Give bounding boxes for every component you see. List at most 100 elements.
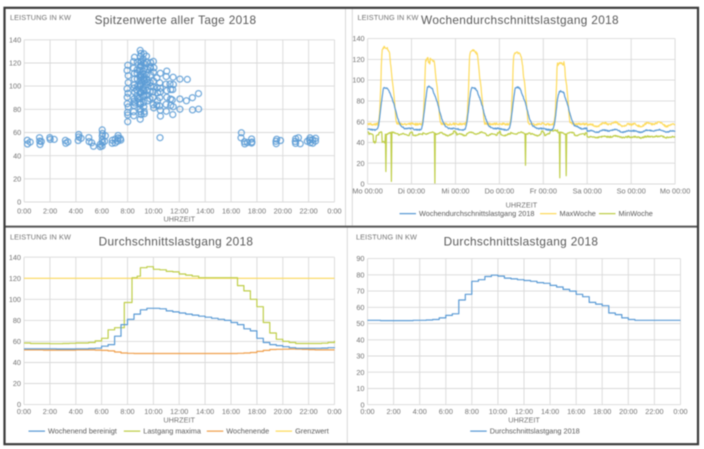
svg-text:18:00: 18:00 xyxy=(248,407,266,416)
svg-text:16:00: 16:00 xyxy=(567,407,585,416)
svg-text:UHRZEIT: UHRZEIT xyxy=(508,416,540,425)
svg-text:0:00: 0:00 xyxy=(327,407,341,416)
svg-text:20: 20 xyxy=(356,159,364,168)
svg-text:UHRZEIT: UHRZEIT xyxy=(163,416,195,425)
svg-text:60: 60 xyxy=(13,128,21,137)
svg-text:Mi 00:00: Mi 00:00 xyxy=(442,187,470,196)
svg-text:10:00: 10:00 xyxy=(489,407,507,416)
svg-text:Wochenende: Wochenende xyxy=(226,427,269,436)
svg-text:Wochendurchschnittslastgang 20: Wochendurchschnittslastgang 2018 xyxy=(421,13,619,27)
svg-text:16:00: 16:00 xyxy=(222,207,240,216)
svg-text:20: 20 xyxy=(13,379,21,388)
svg-text:60: 60 xyxy=(356,117,364,126)
svg-text:LEISTUNG IN KW: LEISTUNG IN KW xyxy=(356,233,417,242)
svg-text:So 00:00: So 00:00 xyxy=(617,187,646,196)
svg-text:120: 120 xyxy=(9,59,21,68)
svg-text:60: 60 xyxy=(356,303,364,312)
svg-text:40: 40 xyxy=(13,358,21,367)
svg-text:Wochenend bereinigt: Wochenend bereinigt xyxy=(48,427,117,436)
svg-text:40: 40 xyxy=(13,151,21,160)
svg-text:Mo 00:00: Mo 00:00 xyxy=(660,187,690,196)
svg-text:4:00: 4:00 xyxy=(413,407,427,416)
svg-text:100: 100 xyxy=(352,76,364,85)
svg-text:8:00: 8:00 xyxy=(120,207,134,216)
svg-text:22:00: 22:00 xyxy=(299,207,317,216)
svg-text:80: 80 xyxy=(13,105,21,114)
svg-text:120: 120 xyxy=(9,274,21,283)
svg-text:40: 40 xyxy=(356,335,364,344)
svg-text:80: 80 xyxy=(356,97,364,106)
svg-text:6:00: 6:00 xyxy=(439,407,453,416)
svg-text:20: 20 xyxy=(356,368,364,377)
svg-text:10:00: 10:00 xyxy=(144,207,162,216)
svg-text:Sa 00:00: Sa 00:00 xyxy=(573,187,602,196)
svg-text:14:00: 14:00 xyxy=(196,207,214,216)
svg-text:12:00: 12:00 xyxy=(170,407,188,416)
svg-text:2:00: 2:00 xyxy=(43,207,57,216)
svg-text:Durchschnittslastgang 2018: Durchschnittslastgang 2018 xyxy=(444,235,599,249)
svg-text:20:00: 20:00 xyxy=(274,207,292,216)
svg-text:Durchschnittslastgang 2018: Durchschnittslastgang 2018 xyxy=(99,235,254,249)
svg-text:10: 10 xyxy=(356,384,364,393)
svg-text:Spitzenwerte aller Tage 2018: Spitzenwerte aller Tage 2018 xyxy=(95,13,257,27)
svg-text:16:00: 16:00 xyxy=(222,407,240,416)
svg-text:0:00: 0:00 xyxy=(360,407,374,416)
svg-text:20: 20 xyxy=(13,174,21,183)
svg-text:2:00: 2:00 xyxy=(386,407,400,416)
svg-text:140: 140 xyxy=(9,253,21,262)
svg-text:14:00: 14:00 xyxy=(541,407,559,416)
svg-text:Wochendurchschnittslastgang 20: Wochendurchschnittslastgang 2018 xyxy=(419,209,534,218)
svg-text:Do 00:00: Do 00:00 xyxy=(485,187,515,196)
svg-text:140: 140 xyxy=(9,35,21,44)
svg-text:MaxWoche: MaxWoche xyxy=(560,209,596,218)
svg-text:0: 0 xyxy=(361,180,365,189)
svg-text:100: 100 xyxy=(9,82,21,91)
svg-text:0:00: 0:00 xyxy=(17,407,31,416)
svg-text:80: 80 xyxy=(356,270,364,279)
svg-text:12:00: 12:00 xyxy=(515,407,533,416)
svg-text:2:00: 2:00 xyxy=(43,407,57,416)
svg-text:80: 80 xyxy=(13,316,21,325)
svg-text:90: 90 xyxy=(356,254,364,263)
svg-text:LEISTUNG IN KW: LEISTUNG IN KW xyxy=(10,13,71,22)
svg-text:UHRZEIT: UHRZEIT xyxy=(163,215,195,224)
svg-text:0: 0 xyxy=(17,198,21,207)
svg-text:70: 70 xyxy=(356,287,364,296)
svg-text:0: 0 xyxy=(360,400,364,409)
svg-text:20:00: 20:00 xyxy=(274,407,292,416)
svg-text:MinWoche: MinWoche xyxy=(619,209,653,218)
svg-text:100: 100 xyxy=(9,295,21,304)
svg-text:Lastgang maxima: Lastgang maxima xyxy=(143,427,202,436)
svg-text:60: 60 xyxy=(13,337,21,346)
svg-text:LEISTUNG IN KW: LEISTUNG IN KW xyxy=(358,13,419,22)
svg-text:4:00: 4:00 xyxy=(69,207,83,216)
svg-text:40: 40 xyxy=(356,138,364,147)
svg-text:0:00: 0:00 xyxy=(673,407,687,416)
svg-text:UHRZEIT: UHRZEIT xyxy=(506,201,538,210)
svg-text:Di 00:00: Di 00:00 xyxy=(398,187,425,196)
svg-text:8:00: 8:00 xyxy=(465,407,479,416)
svg-text:Mo 00:00: Mo 00:00 xyxy=(352,187,382,196)
svg-text:Grenzwert: Grenzwert xyxy=(295,427,329,436)
svg-text:10:00: 10:00 xyxy=(144,407,162,416)
svg-text:0: 0 xyxy=(17,400,21,409)
svg-text:14:00: 14:00 xyxy=(196,407,214,416)
svg-text:22:00: 22:00 xyxy=(645,407,663,416)
svg-text:Fr 00:00: Fr 00:00 xyxy=(530,187,557,196)
svg-text:0:00: 0:00 xyxy=(327,207,341,216)
svg-text:18:00: 18:00 xyxy=(248,207,266,216)
svg-text:LEISTUNG IN KW: LEISTUNG IN KW xyxy=(10,233,71,242)
svg-text:50: 50 xyxy=(356,319,364,328)
svg-text:0:00: 0:00 xyxy=(17,207,31,216)
svg-text:22:00: 22:00 xyxy=(299,407,317,416)
svg-text:20:00: 20:00 xyxy=(619,407,637,416)
svg-text:120: 120 xyxy=(352,55,364,64)
svg-text:30: 30 xyxy=(356,352,364,361)
svg-text:18:00: 18:00 xyxy=(593,407,611,416)
svg-text:6:00: 6:00 xyxy=(95,207,109,216)
svg-text:12:00: 12:00 xyxy=(170,207,188,216)
svg-text:4:00: 4:00 xyxy=(69,407,83,416)
svg-text:8:00: 8:00 xyxy=(120,407,134,416)
svg-text:6:00: 6:00 xyxy=(94,407,108,416)
svg-text:Durchschnittslastgang 2018: Durchschnittslastgang 2018 xyxy=(490,427,580,436)
